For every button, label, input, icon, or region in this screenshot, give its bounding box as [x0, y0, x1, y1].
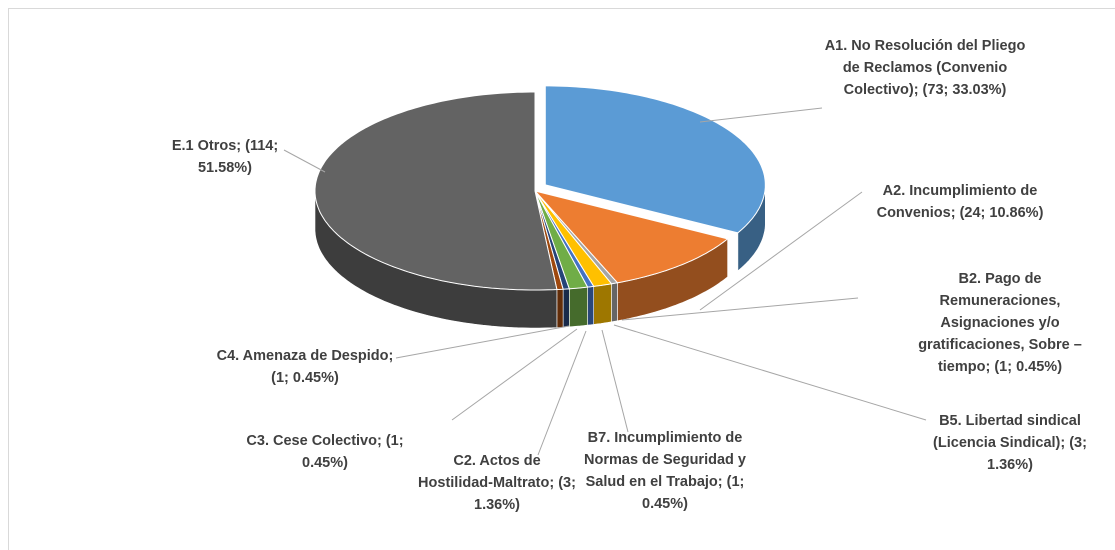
slice-side [562, 288, 570, 328]
slice [533, 190, 729, 284]
leader-line [395, 325, 570, 359]
data-label: C4. Amenaza de Despido; (1; 0.45%) [216, 348, 394, 386]
slice-side [587, 286, 595, 326]
leader-line [537, 330, 587, 456]
slice-side [568, 286, 588, 328]
frame [8, 8, 1115, 550]
slice [534, 190, 613, 287]
data-label: A1. No Resolución del Pliego de Reclamos… [824, 38, 1026, 98]
leader-line [699, 191, 863, 311]
data-label: B7. Incumplimiento de Normas de Segurida… [584, 430, 746, 512]
slice [534, 190, 589, 290]
leader-line [283, 149, 326, 173]
slice [314, 91, 558, 291]
leader-line [621, 297, 859, 321]
leader-line [699, 107, 823, 123]
data-label: A2. Incumplimiento de Convenios; (24; 10… [876, 183, 1044, 221]
data-label: E.1 Otros; (114; 51.58%) [171, 138, 279, 176]
leader-line [451, 328, 578, 421]
leader-line [613, 324, 927, 421]
data-label: C3. Cese Colectivo; (1; 0.45%) [246, 433, 404, 471]
slice-side [556, 288, 564, 328]
slice-side [593, 283, 612, 325]
leader-line [601, 329, 629, 433]
data-label: B2. Pago de Remuneraciones, Asignaciones… [918, 271, 1082, 375]
data-label: B5. Libertad sindical (Licencia Sindical… [933, 413, 1087, 473]
slice [544, 85, 766, 234]
slice-side [611, 282, 618, 323]
data-label: C2. Actos de Hostilidad-Maltrato; (3; 1.… [418, 453, 576, 513]
